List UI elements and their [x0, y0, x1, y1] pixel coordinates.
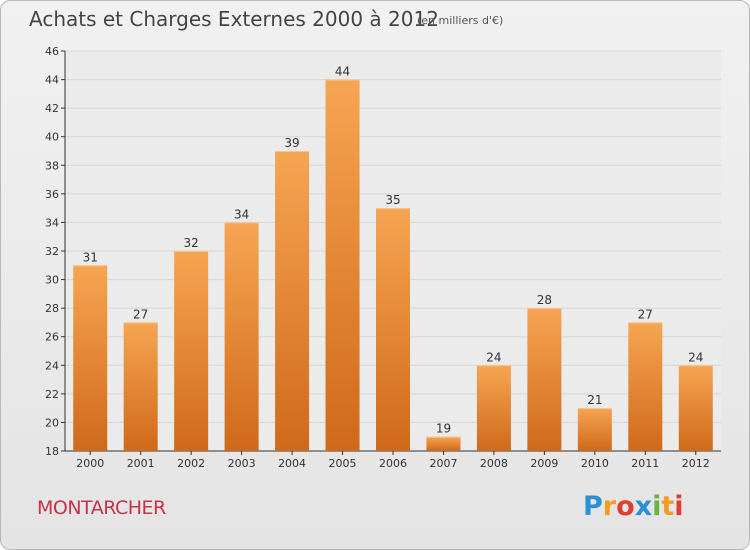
y-tick-label: 26 — [45, 331, 59, 344]
data-label: 31 — [83, 250, 98, 264]
x-tick-label: 2006 — [379, 457, 407, 470]
chart-title: Achats et Charges Externes 2000 à 2012 — [29, 7, 439, 31]
proxiti-logo: Proxiti — [583, 491, 684, 522]
bar — [123, 322, 158, 451]
y-tick-label: 18 — [45, 445, 59, 458]
y-tick-label: 22 — [45, 388, 59, 401]
commune-name: MONTARCHER — [37, 497, 166, 519]
logo-letter: x — [634, 491, 653, 522]
data-label: 27 — [638, 307, 653, 321]
data-label: 44 — [335, 65, 350, 79]
bar — [325, 79, 360, 452]
bar — [577, 408, 612, 451]
data-label: 24 — [688, 350, 703, 364]
x-tick-label: 2009 — [530, 457, 558, 470]
bar — [376, 208, 410, 451]
data-label: 24 — [486, 350, 501, 364]
data-label: 19 — [436, 422, 451, 436]
data-label: 34 — [234, 207, 249, 221]
bar — [628, 322, 663, 451]
x-tick-label: 2003 — [228, 457, 256, 470]
y-tick-label: 28 — [45, 302, 59, 315]
y-tick-label: 44 — [45, 74, 59, 87]
bar — [678, 365, 713, 451]
x-tick-label: 2007 — [429, 457, 457, 470]
data-label: 21 — [587, 393, 602, 407]
logo-letter: o — [616, 491, 635, 522]
logo-letter: r — [602, 491, 617, 522]
data-label: 28 — [537, 293, 552, 307]
data-label: 39 — [284, 136, 299, 150]
x-tick-label: 2004 — [278, 457, 306, 470]
logo-letter: i — [674, 491, 684, 522]
bar — [275, 151, 310, 451]
x-tick-label: 2005 — [329, 457, 357, 470]
logo-letter: P — [583, 491, 603, 522]
x-tick-label: 2011 — [631, 457, 659, 470]
bar — [224, 222, 259, 451]
x-tick-label: 2001 — [127, 457, 155, 470]
chart-subtitle: (en milliers d'€) — [417, 14, 504, 27]
y-tick-label: 46 — [45, 45, 59, 58]
data-label: 27 — [133, 307, 148, 321]
data-label: 35 — [385, 193, 400, 207]
logo-letter: t — [661, 491, 675, 522]
bar — [476, 365, 511, 451]
y-tick-label: 20 — [45, 416, 59, 429]
y-tick-label: 38 — [45, 159, 59, 172]
logo-letter: i — [652, 491, 662, 522]
y-tick-label: 32 — [45, 245, 59, 258]
y-tick-label: 30 — [45, 274, 59, 287]
x-tick-label: 2000 — [76, 457, 104, 470]
bar — [174, 251, 209, 451]
x-tick-label: 2010 — [581, 457, 609, 470]
y-tick-label: 24 — [45, 359, 59, 372]
x-tick-label: 2008 — [480, 457, 508, 470]
y-tick-label: 42 — [45, 102, 59, 115]
bar — [527, 308, 562, 451]
x-tick-label: 2002 — [177, 457, 205, 470]
y-tick-label: 36 — [45, 188, 59, 201]
data-label: 32 — [184, 236, 199, 250]
y-tick-label: 34 — [45, 216, 59, 229]
x-tick-label: 2012 — [682, 457, 710, 470]
bar — [73, 265, 108, 451]
bar — [426, 436, 461, 451]
y-tick-label: 40 — [45, 131, 59, 144]
